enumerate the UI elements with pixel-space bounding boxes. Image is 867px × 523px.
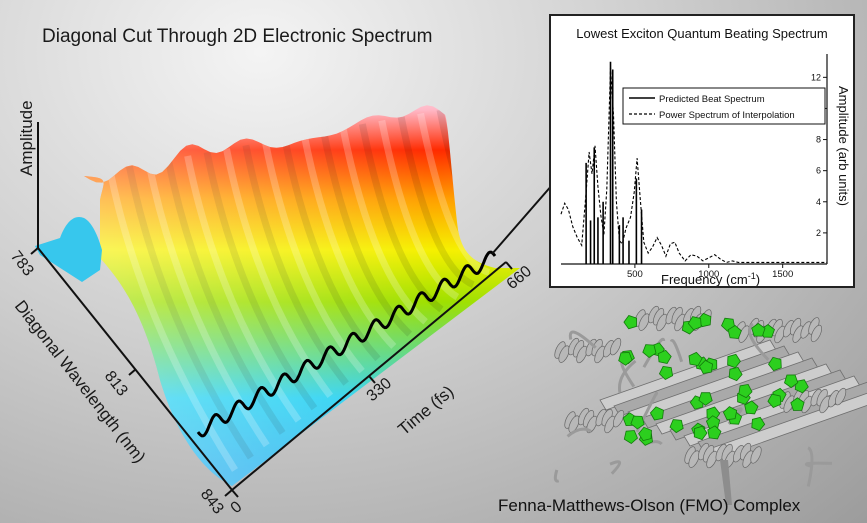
wavelength-tick-813 bbox=[128, 368, 137, 376]
inset-x-tick-label: 1000 bbox=[698, 269, 719, 280]
z-axis-label: Amplitude bbox=[17, 100, 36, 176]
inset-title: Lowest Exciton Quantum Beating Spectrum bbox=[576, 26, 828, 41]
beat-spectrum-inset: Lowest Exciton Quantum Beating Spectrum … bbox=[549, 14, 855, 288]
surface-axes bbox=[30, 122, 513, 498]
wavelength-tick-label-843: 843 bbox=[197, 486, 227, 518]
fmo-protein-image bbox=[553, 305, 867, 505]
inset-plot-area: 5001000150024681012 bbox=[560, 54, 828, 280]
series-interpolation-line bbox=[560, 67, 827, 263]
inset-pointer-line bbox=[491, 183, 554, 255]
beat-spectrum-chart: 5001000150024681012 Predicted Beat Spect… bbox=[560, 54, 851, 286]
inset-y-tick-label: 8 bbox=[816, 135, 821, 145]
wavelength-tick-label-813: 813 bbox=[101, 368, 131, 400]
time-tick-label-0: 0 bbox=[228, 498, 246, 517]
time-tick-label-660: 660 bbox=[504, 263, 535, 293]
surface-left-lip bbox=[35, 216, 102, 282]
beating-trace bbox=[196, 250, 497, 438]
inset-y-tick-label: 6 bbox=[816, 166, 821, 176]
wavelength-axis-label: Diagonal Wavelength (nm) bbox=[11, 297, 149, 467]
inset-y-tick-label: 2 bbox=[816, 228, 821, 238]
legend-box bbox=[622, 87, 826, 125]
time-tick-660 bbox=[505, 261, 513, 270]
inset-x-tick-label: 1500 bbox=[772, 269, 793, 280]
time-axis-label: Time (fs) bbox=[394, 382, 457, 439]
legend-label-interpolation: Power Spectrum of Interpolation bbox=[659, 110, 795, 121]
inset-y-axis-label: Amplitude (arb units) bbox=[836, 86, 851, 206]
fmo-caption: Fenna-Matthews-Olson (FMO) Complex bbox=[498, 496, 801, 515]
wavelength-tick-783 bbox=[30, 247, 39, 255]
surface-plot-title: Diagonal Cut Through 2D Electronic Spect… bbox=[42, 26, 432, 47]
time-tick-330 bbox=[368, 375, 376, 384]
wavelength-tick-843 bbox=[224, 489, 233, 497]
inset-x-axis-label: Frequency (cm-1) bbox=[661, 271, 760, 286]
inset-y-tick-label: 12 bbox=[811, 72, 821, 82]
inset-y-tick-label: 4 bbox=[816, 197, 821, 207]
time-tick-0 bbox=[231, 489, 239, 498]
legend-label-predicted: Predicted Beat Spectrum bbox=[659, 94, 765, 105]
inset-x-tick-label: 500 bbox=[627, 269, 643, 280]
